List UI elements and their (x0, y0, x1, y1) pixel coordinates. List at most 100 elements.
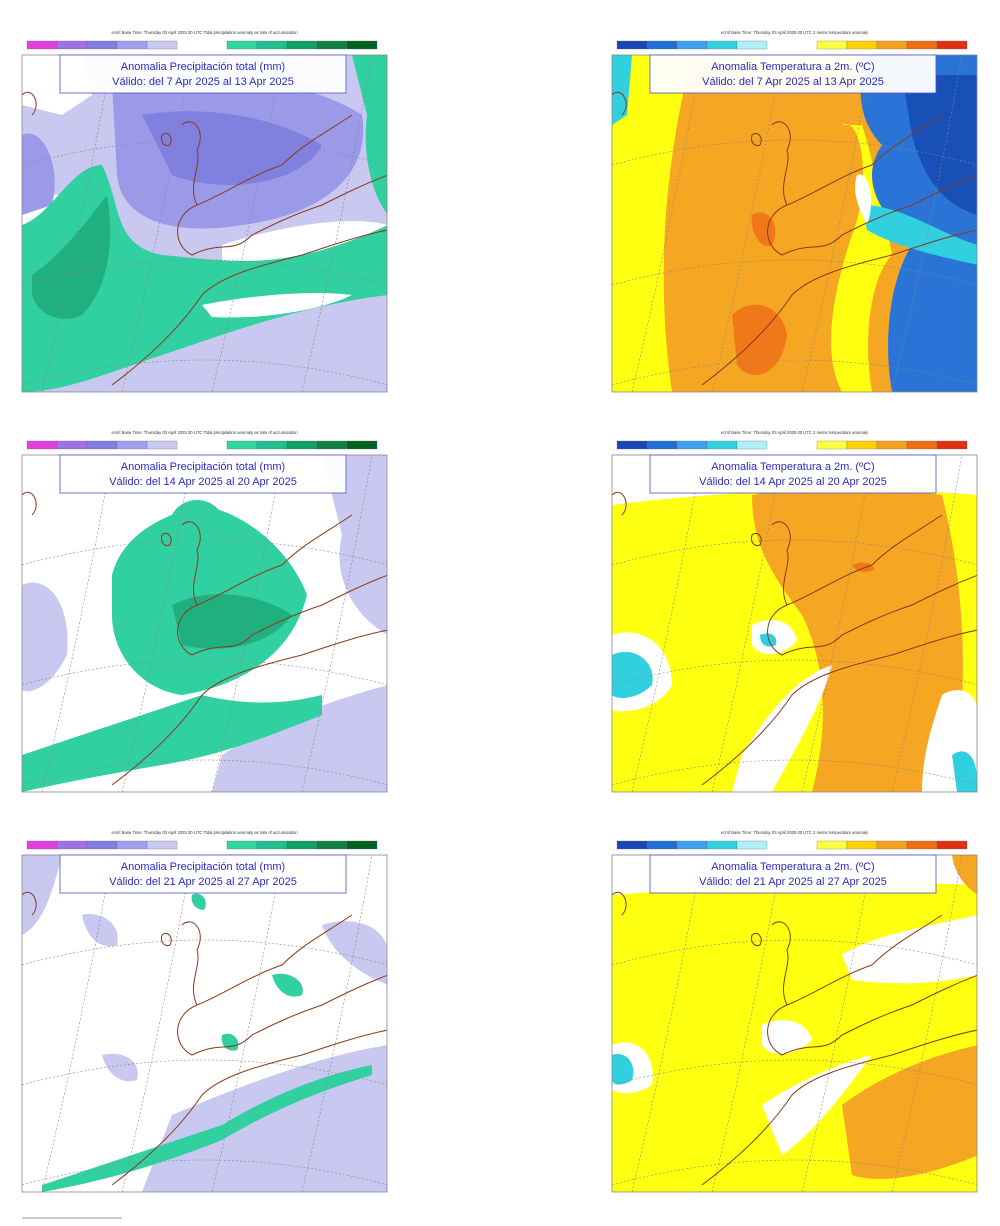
colorbar-cell (876, 40, 908, 50)
graticule (22, 759, 387, 786)
map-header: ecmf Base Time: Thursday 03 April 2025 0… (721, 430, 869, 435)
colorbar-cell (116, 840, 148, 850)
graticule (301, 455, 373, 792)
colorbar-cell (936, 440, 968, 450)
anomaly-area (752, 487, 963, 792)
anomaly-area (32, 195, 111, 319)
graticule (891, 55, 963, 392)
colorbar-cell (86, 40, 118, 50)
anomaly-area (172, 594, 292, 649)
colorbar-cell (846, 840, 878, 850)
anomaly-area (172, 500, 222, 527)
colorbar-cell (846, 440, 878, 450)
colorbar-cell (936, 840, 968, 850)
graticule (801, 455, 873, 792)
colorbar-cell (26, 440, 58, 450)
map-title: Anomalia Temperatura a 2m. (ºC) (711, 861, 874, 873)
graticule (22, 539, 387, 566)
colorbar-cell (676, 40, 708, 50)
map-panel: ecmf Base Time: Thursday 03 April 2025 0… (21, 430, 388, 793)
colorbar-cell (616, 840, 648, 850)
colorbar-cell (256, 840, 288, 850)
map (22, 855, 387, 1192)
colorbar-cell (316, 440, 348, 450)
anomaly-area (22, 165, 387, 392)
anomaly-area (612, 55, 632, 125)
graticule (41, 855, 113, 1192)
anomaly-area (612, 55, 692, 392)
colorbar-cell (146, 440, 178, 450)
colorbar-cell (346, 40, 378, 50)
colorbar-cell (226, 840, 258, 850)
colorbar-cell (676, 440, 708, 450)
graticule (612, 759, 977, 786)
anomaly-area (732, 665, 832, 792)
graticule (612, 359, 977, 386)
anomaly-area (612, 651, 653, 698)
anomaly-area (612, 1054, 634, 1085)
map-panel: ecmf Base Time: Thursday 03 April 2025 0… (21, 830, 388, 1193)
anomaly-area (862, 205, 977, 265)
map (612, 455, 977, 792)
graticule (301, 55, 373, 392)
map-panel: ecmf Base Time: Thursday 03 April 2025 0… (21, 30, 388, 393)
title-box (649, 854, 937, 894)
map-subtitle: Válido: del 7 Apr 2025 al 13 Apr 2025 (112, 76, 294, 88)
anomaly-area (22, 695, 322, 792)
anomaly-area (855, 174, 872, 225)
graticule (22, 659, 387, 686)
coastline (701, 114, 977, 386)
graticule (22, 359, 387, 386)
colorbar-cell (816, 840, 848, 850)
colorbar-cell (646, 440, 678, 450)
colorbar-cell (876, 440, 908, 450)
graticule (612, 939, 977, 966)
colorbar-cell (736, 40, 768, 50)
graticule (211, 855, 283, 1192)
graticule (41, 455, 113, 792)
title-box (59, 854, 347, 894)
colorbar-cell (116, 440, 148, 450)
colorbar-cell (86, 440, 118, 450)
map (22, 55, 387, 392)
graticule (631, 855, 703, 1192)
anomaly-area (842, 1045, 977, 1179)
map-subtitle: Válido: del 7 Apr 2025 al 13 Apr 2025 (702, 76, 884, 88)
graticule (121, 455, 193, 792)
title-box (59, 54, 347, 94)
colorbar-cell (56, 440, 88, 450)
graticule (22, 259, 387, 286)
coastline (22, 892, 172, 946)
coastline (612, 492, 762, 546)
anomaly-area (952, 855, 977, 895)
coastline (612, 92, 762, 146)
anomaly-area (191, 893, 206, 910)
graticule (711, 455, 783, 792)
colorbar-cell (286, 40, 318, 50)
graticule (121, 855, 193, 1192)
map-title: Anomalia Precipitación total (mm) (121, 461, 285, 473)
map-subtitle: Válido: del 21 Apr 2025 al 27 Apr 2025 (699, 876, 887, 888)
anomaly-area (272, 973, 303, 997)
title-box (649, 454, 937, 494)
colorbar-cell (286, 840, 318, 850)
coastline (612, 892, 762, 946)
anomaly-area (760, 633, 777, 647)
graticule (612, 259, 977, 286)
anomaly-area (102, 1053, 138, 1082)
colorbar-cell (646, 840, 678, 850)
graticule (612, 1159, 977, 1186)
graticule (22, 139, 387, 166)
graticule (121, 55, 193, 392)
anomaly-area (322, 921, 387, 985)
map-subtitle: Válido: del 14 Apr 2025 al 20 Apr 2025 (699, 476, 887, 488)
colorbar-cell (706, 40, 738, 50)
graticule (631, 55, 703, 392)
map-panel: ecmf Base Time: Thursday 03 April 2025 0… (611, 430, 978, 793)
coastline (22, 92, 172, 146)
map (612, 855, 977, 1192)
graticule (891, 455, 963, 792)
colorbar-cell (346, 840, 378, 850)
anomaly-area (732, 304, 787, 375)
